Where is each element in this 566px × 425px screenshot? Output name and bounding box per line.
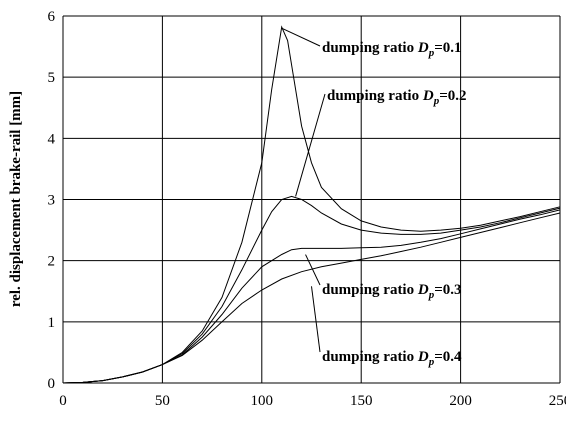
series-line-4 [62,212,561,384]
y-tick-label: 5 [48,70,56,86]
y-tick-label: 2 [48,254,56,270]
annotation-leader [311,286,321,353]
x-tick-label: 200 [449,393,472,409]
x-tick-label: 250 [549,393,566,409]
x-tick-label: 0 [59,393,67,409]
annotation-label: dumping ratio Dp=0.1 [322,40,462,59]
y-tick-label: 6 [48,9,56,25]
x-tick-label: 150 [350,393,373,409]
series-line-1 [62,25,561,384]
x-tick-label: 100 [251,393,274,409]
y-tick-label: 0 [48,376,56,392]
annotation-leader [295,93,326,197]
annotation-label: dumping ratio Dp=0.3 [322,282,462,301]
annotation-label: dumping ratio Dp=0.4 [322,349,462,368]
series-line-3 [62,209,561,384]
grid-lines [62,15,561,384]
y-tick-label: 1 [48,315,56,331]
annotation-leader [281,27,321,47]
tick-labels: 0 50 100 150 200 250 0 1 2 3 4 5 6 [48,9,566,409]
y-tick-label: 3 [48,193,56,209]
curves [62,25,561,384]
annotation-label: dumping ratio Dp=0.2 [327,88,467,107]
annotations: dumping ratio Dp=0.1 dumping ratio Dp=0.2… [281,27,467,368]
annotation-leader [305,254,321,286]
y-tick-label: 4 [48,131,56,147]
x-tick-label: 50 [155,393,170,409]
y-axis-label: rel. displacement brake-rail [mm] [8,91,24,307]
